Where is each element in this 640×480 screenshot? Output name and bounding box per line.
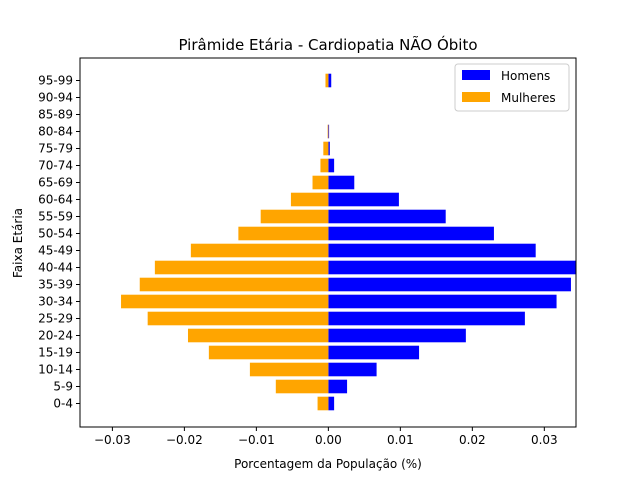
y-tick-label: 50-54: [38, 227, 73, 241]
y-tick-label: 20-24: [38, 329, 73, 343]
legend-swatch-homens: [462, 70, 490, 80]
bar-homens-45-49: [328, 243, 536, 258]
bar-mulheres-20-24: [187, 328, 329, 343]
y-tick-label: 90-94: [38, 91, 73, 105]
bar-mulheres-30-34: [121, 294, 329, 309]
bar-homens-60-64: [328, 192, 399, 207]
bar-mulheres-5-9: [275, 379, 329, 394]
bar-homens-25-29: [328, 311, 525, 326]
y-tick-label: 80-84: [38, 125, 73, 139]
bar-mulheres-15-19: [208, 345, 329, 360]
bar-homens-35-39: [328, 277, 571, 292]
bar-mulheres-40-44: [154, 260, 329, 275]
bar-homens-55-59: [328, 209, 446, 224]
y-axis-ticks: 0-4 5-9 10-14 15-19 20-24 25-29 30-34 35-39 40-4…: [38, 74, 80, 411]
y-tick-label: 60-64: [38, 193, 73, 207]
x-tick-label: 0.03: [531, 433, 558, 447]
bar-mulheres-50-54: [238, 226, 329, 241]
y-tick-label: 10-14: [38, 363, 73, 377]
bar-mulheres-95-99: [325, 73, 329, 88]
bar-mulheres-25-29: [147, 311, 329, 326]
y-tick-label: 75-79: [38, 142, 73, 156]
bar-homens-5-9: [328, 379, 348, 394]
x-tick-label: 0.00: [315, 433, 342, 447]
bar-mulheres-0-4: [317, 396, 329, 411]
bar-mulheres-35-39: [139, 277, 329, 292]
x-tick-label: −0.02: [166, 433, 203, 447]
bar-homens-80-84: [328, 124, 330, 139]
bar-mulheres-75-79: [323, 141, 329, 156]
y-tick-label: 85-89: [38, 108, 73, 122]
bar-mulheres-60-64: [290, 192, 329, 207]
y-tick-label: 45-49: [38, 244, 73, 258]
y-tick-label: 30-34: [38, 295, 73, 309]
y-tick-label: 55-59: [38, 210, 73, 224]
bar-homens-40-44: [328, 260, 576, 275]
x-axis-label: Porcentagem da População (%): [234, 457, 422, 471]
bar-homens-10-14: [328, 362, 377, 377]
y-tick-label: 40-44: [38, 261, 73, 275]
y-tick-label: 70-74: [38, 159, 73, 173]
y-tick-label: 65-69: [38, 176, 73, 190]
chart-title: Pirâmide Etária - Cardiopatia NÃO Óbito: [178, 35, 477, 54]
y-tick-label: 95-99: [38, 74, 73, 88]
bar-mulheres-80-84: [327, 124, 329, 139]
bar-homens-95-99: [328, 73, 332, 88]
x-tick-label: 0.02: [459, 433, 486, 447]
x-axis-ticks: −0.03 −0.02 −0.01 0.00 0.01 0.02 0.03: [94, 427, 558, 447]
bar-homens-30-34: [328, 294, 557, 309]
y-tick-label: 15-19: [38, 346, 73, 360]
y-tick-label: 35-39: [38, 278, 73, 292]
x-tick-label: −0.01: [238, 433, 275, 447]
bar-homens-70-74: [328, 158, 335, 173]
bar-homens-0-4: [328, 396, 335, 411]
legend: Homens Mulheres: [454, 63, 570, 112]
bar-homens-50-54: [328, 226, 494, 241]
legend-label-mulheres: Mulheres: [501, 91, 556, 105]
bar-mulheres-45-49: [190, 243, 329, 258]
bar-homens-65-69: [328, 175, 355, 190]
y-tick-label: 25-29: [38, 312, 73, 326]
bar-mulheres-10-14: [249, 362, 329, 377]
bar-homens-75-79: [328, 141, 330, 156]
y-axis-label: Faixa Etária: [11, 208, 25, 278]
y-tick-label: 5-9: [53, 380, 73, 394]
bar-homens-15-19: [328, 345, 420, 360]
x-tick-label: −0.03: [94, 433, 131, 447]
bar-mulheres-70-74: [320, 158, 329, 173]
bar-mulheres-65-69: [312, 175, 329, 190]
bar-mulheres-55-59: [260, 209, 329, 224]
legend-label-homens: Homens: [501, 69, 550, 83]
y-tick-label: 0-4: [53, 397, 73, 411]
legend-swatch-mulheres: [462, 92, 490, 102]
bar-homens-20-24: [328, 328, 466, 343]
x-tick-label: 0.01: [387, 433, 414, 447]
bars-layer: [121, 73, 576, 411]
